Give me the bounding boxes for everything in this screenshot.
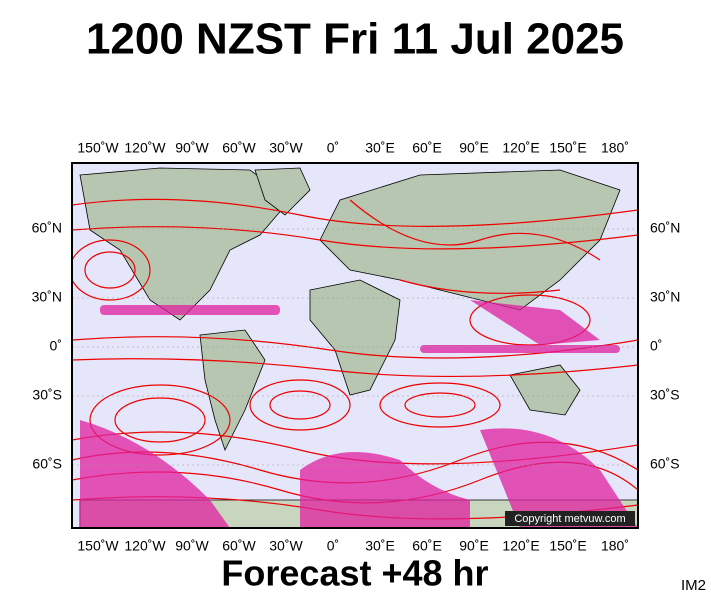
lon-label-bottom: 0˚: [327, 538, 339, 554]
lat-label-left: 30˚N: [32, 289, 62, 305]
lat-label-right: 60˚N: [650, 220, 680, 236]
copyright: Copyright metvuw.com: [514, 513, 625, 525]
lat-label-left: 0˚: [50, 338, 62, 354]
lat-label-right: 30˚N: [650, 289, 680, 305]
lon-label-bottom: 150˚W: [77, 538, 119, 554]
lon-label-top: 60˚W: [222, 140, 256, 156]
lon-label-top: 120˚E: [502, 140, 539, 156]
lon-label-top: 150˚W: [77, 140, 119, 156]
lat-label-right: 0˚: [650, 338, 662, 354]
axis-labels: 150˚W 150˚W 120˚W 120˚W 90˚W 90˚W 60˚W 60˚W 30˚W…: [32, 140, 681, 554]
lon-label-top: 150˚E: [549, 140, 586, 156]
lat-label-left: 30˚S: [32, 387, 62, 403]
lon-label-top: 90˚E: [459, 140, 489, 156]
image-code: IM2: [681, 577, 706, 594]
forecast-label: Forecast +48 hr: [221, 553, 488, 594]
copyright-box: [505, 511, 635, 526]
lat-label-right: 30˚S: [650, 387, 680, 403]
lon-label-top: 60˚E: [412, 140, 442, 156]
lon-label-top: 90˚W: [175, 140, 209, 156]
lat-label-left: 60˚N: [32, 220, 62, 236]
lon-label-top: 30˚E: [365, 140, 395, 156]
lon-label-top: 120˚W: [124, 140, 166, 156]
lon-label-bottom: 30˚E: [365, 538, 395, 554]
lon-label-bottom: 30˚W: [269, 538, 303, 554]
lon-label-bottom: 90˚W: [175, 538, 209, 554]
lon-label-bottom: 120˚W: [124, 538, 166, 554]
lon-label-bottom: 60˚E: [412, 538, 442, 554]
lon-label-bottom: 60˚W: [222, 538, 256, 554]
lat-label-left: 60˚S: [32, 456, 62, 472]
map: Copyright metvuw.com: [71, 162, 639, 529]
lon-label-top: 180˚: [601, 140, 629, 156]
lon-label-bottom: 180˚: [601, 538, 629, 554]
lon-label-top: 0˚: [327, 140, 339, 156]
lon-label-bottom: 120˚E: [502, 538, 539, 554]
lon-label-top: 30˚W: [269, 140, 303, 156]
geography: [72, 167, 638, 528]
lon-label-bottom: 90˚E: [459, 538, 489, 554]
lat-label-right: 60˚S: [650, 456, 680, 472]
lon-label-bottom: 150˚E: [549, 538, 586, 554]
title: 1200 NZST Fri 11 Jul 2025: [86, 15, 624, 64]
map-frame: [71, 162, 639, 529]
